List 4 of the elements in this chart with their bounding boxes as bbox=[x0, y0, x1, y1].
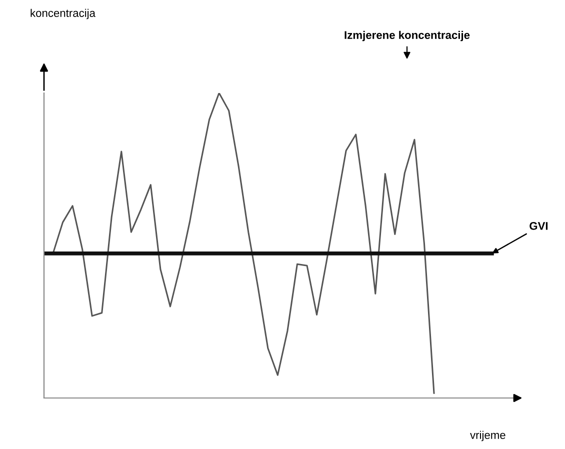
ref-line-label: GVI bbox=[530, 222, 548, 230]
text: vrijeme bbox=[470, 430, 506, 442]
text: koncentracija bbox=[30, 8, 96, 20]
text: Izmjerene koncentracije bbox=[344, 30, 470, 42]
